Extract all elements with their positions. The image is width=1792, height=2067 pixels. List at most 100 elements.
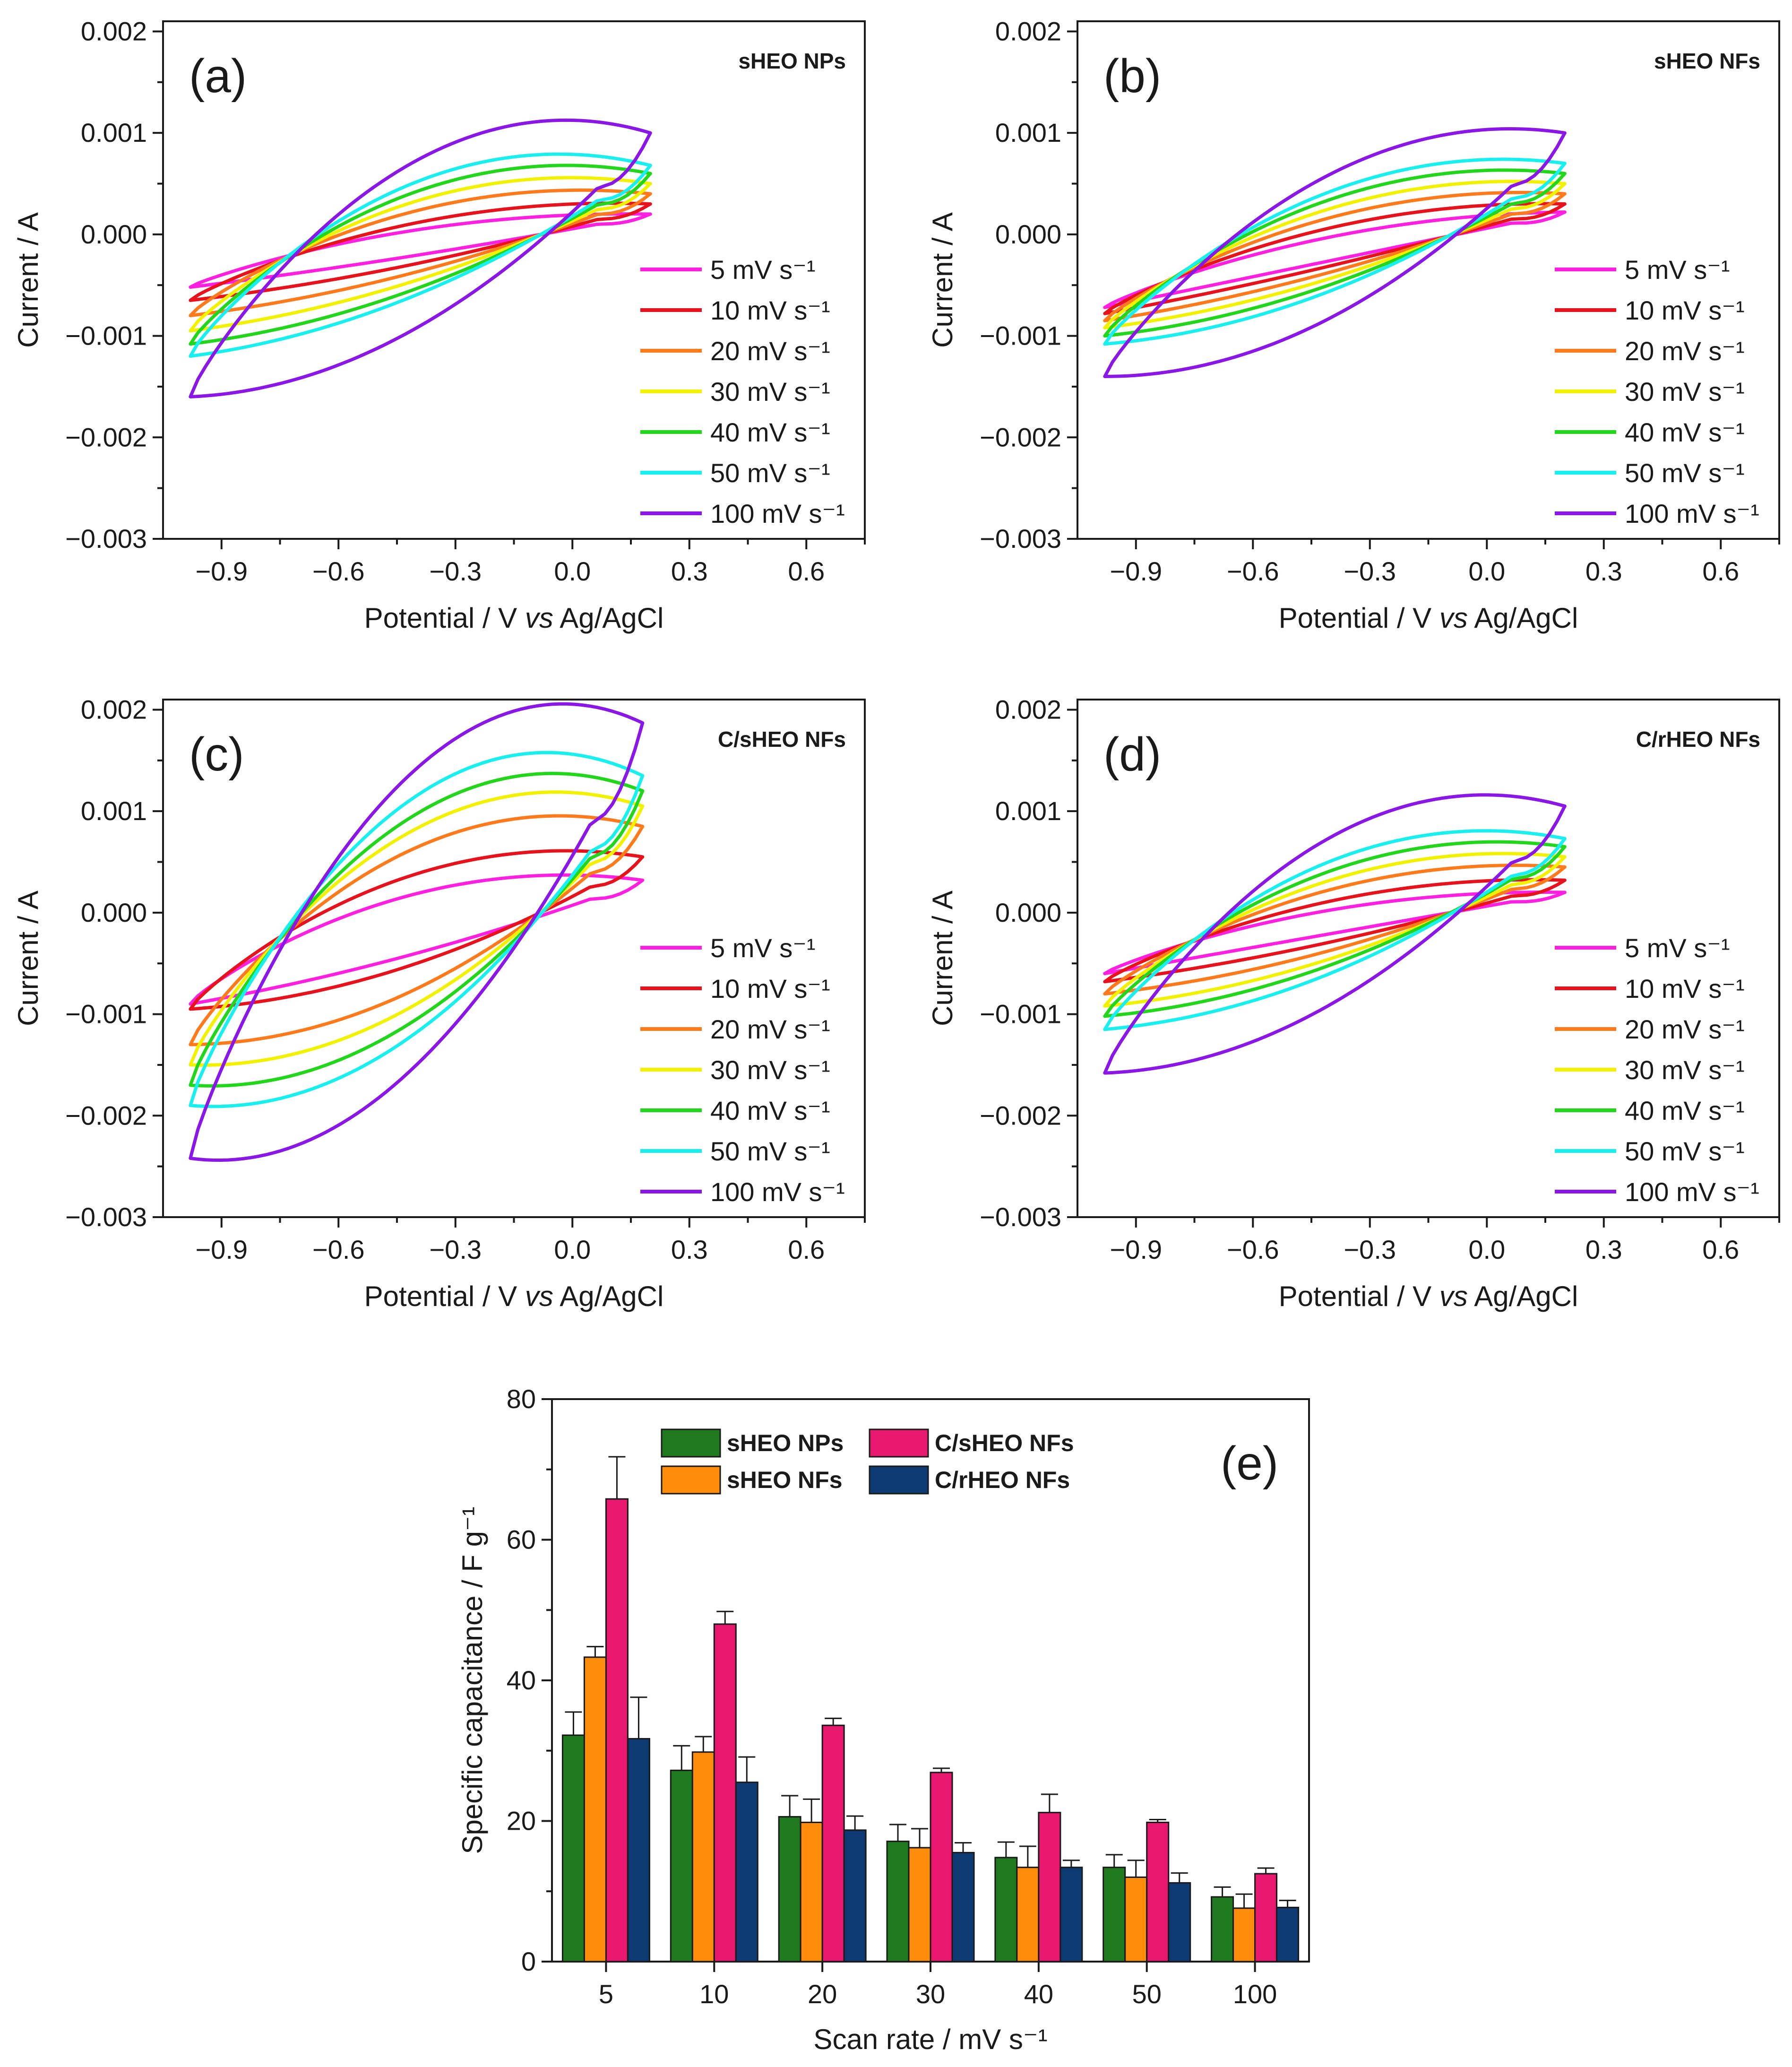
x-tick-label: 10 bbox=[699, 1979, 729, 2009]
x-tick-label: −0.9 bbox=[1110, 1235, 1162, 1264]
y-tick-label: 80 bbox=[507, 1384, 536, 1414]
x-tick-label: 40 bbox=[1024, 1979, 1053, 2009]
y-axis-label: Specific capacitance / F g⁻¹ bbox=[457, 1506, 488, 1854]
legend-label-6: 50 mV s⁻¹ bbox=[710, 458, 830, 488]
cv-loop-2 bbox=[189, 201, 652, 302]
cv-loop-3 bbox=[189, 188, 652, 318]
legend-label-4: C/rHEO NFs bbox=[935, 1467, 1070, 1493]
legend-label-7: 100 mV s⁻¹ bbox=[710, 1177, 845, 1207]
y-tick-label: −0.003 bbox=[65, 524, 147, 554]
cv-panel-c: 0.002 0.001 0.000 −0.001 −0.002 −0.003 −0.9 −0.… bbox=[12, 694, 866, 1312]
legend-label-4: 30 mV s⁻¹ bbox=[710, 377, 830, 406]
cv-panel-b: 0.002 0.001 0.000 −0.001 −0.002 −0.003 −0.9 −0.… bbox=[927, 16, 1780, 634]
cv-loop-4 bbox=[189, 790, 645, 1067]
bar-crheonfs-10 bbox=[735, 1782, 758, 1963]
x-tick-label: 0.6 bbox=[1702, 1235, 1739, 1264]
cv-loop-3 bbox=[1103, 190, 1567, 322]
x-tick-label: −0.3 bbox=[1344, 556, 1396, 586]
x-tick-label: −0.6 bbox=[312, 556, 365, 586]
y-tick-label: 0.000 bbox=[81, 898, 147, 927]
x-tick-label: 5 bbox=[599, 1979, 613, 2009]
bar-crheonfs-20 bbox=[843, 1829, 867, 1963]
legend-label-3: C/sHEO NFs bbox=[935, 1430, 1074, 1456]
cv-loop-4 bbox=[189, 176, 652, 333]
legend-label-6: 50 mV s⁻¹ bbox=[1625, 1136, 1745, 1166]
cv-loop-7 bbox=[189, 118, 652, 398]
y-axis-label: Current / A bbox=[12, 212, 44, 348]
legend-label-3: 20 mV s⁻¹ bbox=[710, 1014, 830, 1044]
y-tick-label: 40 bbox=[507, 1665, 536, 1695]
x-tick-label: −0.9 bbox=[195, 556, 248, 586]
legend-label-5: 40 mV s⁻¹ bbox=[1625, 417, 1745, 447]
bar-sheonfs-100 bbox=[1232, 1907, 1256, 1963]
x-axis-label: Potential / V vs Ag/AgCl bbox=[364, 602, 664, 634]
legend-label-6: 50 mV s⁻¹ bbox=[1625, 458, 1745, 488]
cv-loop-7 bbox=[189, 702, 645, 1162]
y-tick-label: −0.002 bbox=[980, 422, 1061, 452]
cv-loop-5 bbox=[189, 164, 652, 346]
x-tick-label: 30 bbox=[916, 1979, 945, 2009]
bar-sheonps-10 bbox=[670, 1769, 693, 1963]
legend-swatch-1 bbox=[661, 1428, 721, 1458]
x-tick-label: 20 bbox=[808, 1979, 837, 2009]
bar-sheonps-100 bbox=[1211, 1896, 1234, 1963]
y-tick-label: 0.002 bbox=[995, 16, 1061, 46]
y-tick-label: 0.000 bbox=[81, 219, 147, 249]
bar-crheonfs-5 bbox=[627, 1738, 650, 1963]
x-tick-label: −0.9 bbox=[195, 1235, 248, 1264]
y-tick-label: 0.002 bbox=[81, 16, 147, 46]
x-tick-label: −0.3 bbox=[1344, 1235, 1396, 1264]
panel-title: sHEO NPs bbox=[738, 49, 846, 73]
bar-sheonfs-30 bbox=[908, 1847, 931, 1963]
y-tick-label: −0.001 bbox=[980, 999, 1061, 1029]
cv-panel-d: 0.002 0.001 0.000 −0.001 −0.002 −0.003 −0.9 −0.… bbox=[927, 694, 1780, 1312]
y-tick-label: 0.000 bbox=[995, 898, 1061, 927]
y-tick-label: −0.002 bbox=[65, 422, 147, 452]
legend-label-1: 5 mV s⁻¹ bbox=[710, 933, 815, 963]
cv-loop-6 bbox=[189, 751, 645, 1108]
y-tick-label: −0.001 bbox=[65, 321, 147, 351]
cv-panel-a: 0.002 0.001 0.000 −0.001 −0.002 −0.003 −0.9 −0.… bbox=[12, 16, 866, 634]
bar-sheonfs-10 bbox=[691, 1751, 715, 1963]
cv-loop-6 bbox=[1103, 829, 1567, 1031]
cv-loop-2 bbox=[189, 849, 645, 1011]
x-tick-label: −0.9 bbox=[1110, 556, 1162, 586]
cv-loop-5 bbox=[189, 771, 645, 1088]
x-tick-label: −0.6 bbox=[312, 1235, 365, 1264]
bar-crheonfs-40 bbox=[1060, 1867, 1083, 1963]
cv-loop-5 bbox=[1103, 168, 1567, 338]
y-tick-label: 0.001 bbox=[995, 796, 1061, 826]
bar-sheonfs-20 bbox=[800, 1821, 823, 1963]
bar-csheonfs-30 bbox=[930, 1772, 953, 1963]
cv-loop-1 bbox=[189, 873, 645, 1006]
panel-label: (a) bbox=[189, 50, 247, 103]
bar-crheonfs-100 bbox=[1276, 1906, 1300, 1963]
bar-crheonfs-50 bbox=[1168, 1882, 1191, 1963]
legend-label-4: 30 mV s⁻¹ bbox=[1625, 1055, 1745, 1085]
cv-loop-3 bbox=[189, 814, 645, 1046]
x-tick-label: 100 bbox=[1233, 1979, 1277, 2009]
bar-csheonfs-50 bbox=[1146, 1821, 1170, 1963]
x-tick-label: 0.6 bbox=[788, 1235, 825, 1264]
legend-label-6: 50 mV s⁻¹ bbox=[710, 1136, 830, 1166]
bar-panel-e: 0 20 40 60 80 5 10 20 30 40 50 100 Scan rate / mV s⁻… bbox=[457, 1384, 1310, 2055]
y-tick-label: 0.000 bbox=[995, 219, 1061, 249]
bar-sheonfs-40 bbox=[1016, 1867, 1040, 1963]
y-tick-label: 60 bbox=[507, 1525, 536, 1555]
legend-label-7: 100 mV s⁻¹ bbox=[1625, 499, 1759, 528]
legend-swatch-2 bbox=[661, 1465, 721, 1495]
bar-sheonps-30 bbox=[886, 1841, 910, 1963]
bar-csheonfs-100 bbox=[1254, 1873, 1278, 1963]
legend-label-2: 10 mV s⁻¹ bbox=[1625, 295, 1745, 325]
x-tick-label: 50 bbox=[1132, 1979, 1162, 2009]
bar-sheonfs-5 bbox=[583, 1656, 607, 1963]
x-tick-label: −0.6 bbox=[1227, 556, 1279, 586]
legend-label-1: 5 mV s⁻¹ bbox=[710, 255, 815, 285]
legend-label-1: sHEO NPs bbox=[727, 1430, 844, 1456]
legend-swatch-3 bbox=[869, 1428, 929, 1458]
bar-csheonfs-20 bbox=[821, 1724, 845, 1963]
x-axis-label: Potential / V vs Ag/AgCl bbox=[1279, 1280, 1578, 1312]
legend-label-1: 5 mV s⁻¹ bbox=[1625, 933, 1730, 963]
x-axis-label: Potential / V vs Ag/AgCl bbox=[364, 1280, 664, 1312]
